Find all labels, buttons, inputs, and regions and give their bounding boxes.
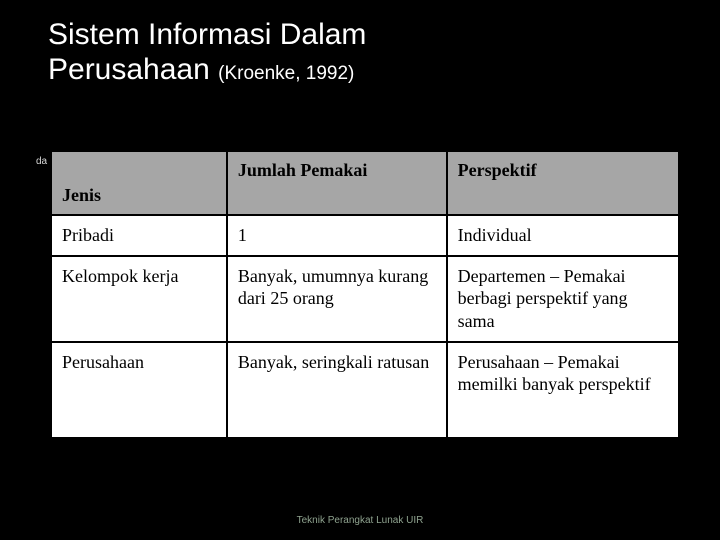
title-line1: Sistem Informasi Dalam — [48, 18, 366, 51]
footer-text: Teknik Perangkat Lunak UIR — [0, 515, 720, 526]
title-line2: Perusahaan — [48, 53, 210, 86]
cell-perspektif: Departemen – Pemakai berbagi perspektif … — [447, 256, 679, 342]
cell-jenis: Kelompok kerja — [51, 256, 227, 342]
header-perspektif: Perspektif — [447, 151, 679, 215]
title-citation: (Kroenke, 1992) — [218, 63, 354, 84]
cell-jumlah: Banyak, umumnya kurang dari 25 orang — [227, 256, 447, 342]
info-table: Jenis Jumlah Pemakai Perspektif Pribadi … — [50, 150, 680, 439]
cell-perspektif: Perusahaan – Pemakai memilki banyak pers… — [447, 342, 679, 438]
slide: Sistem Informasi Dalam Perusahaan (Kroen… — [0, 0, 720, 540]
slide-title: Sistem Informasi Dalam Perusahaan (Kroen… — [48, 18, 680, 87]
table-row: Pribadi 1 Individual — [51, 215, 679, 256]
info-table-container: Jenis Jumlah Pemakai Perspektif Pribadi … — [50, 150, 680, 439]
cell-jenis: Pribadi — [51, 215, 227, 256]
table-row: Kelompok kerja Banyak, umumnya kurang da… — [51, 256, 679, 342]
header-jumlah: Jumlah Pemakai — [227, 151, 447, 215]
table-header-row: Jenis Jumlah Pemakai Perspektif — [51, 151, 679, 215]
stray-text: da — [36, 156, 47, 167]
cell-jenis: Perusahaan — [51, 342, 227, 438]
header-jenis: Jenis — [51, 151, 227, 215]
table-row: Perusahaan Banyak, seringkali ratusan Pe… — [51, 342, 679, 438]
cell-jumlah: Banyak, seringkali ratusan — [227, 342, 447, 438]
cell-jumlah: 1 — [227, 215, 447, 256]
cell-perspektif: Individual — [447, 215, 679, 256]
